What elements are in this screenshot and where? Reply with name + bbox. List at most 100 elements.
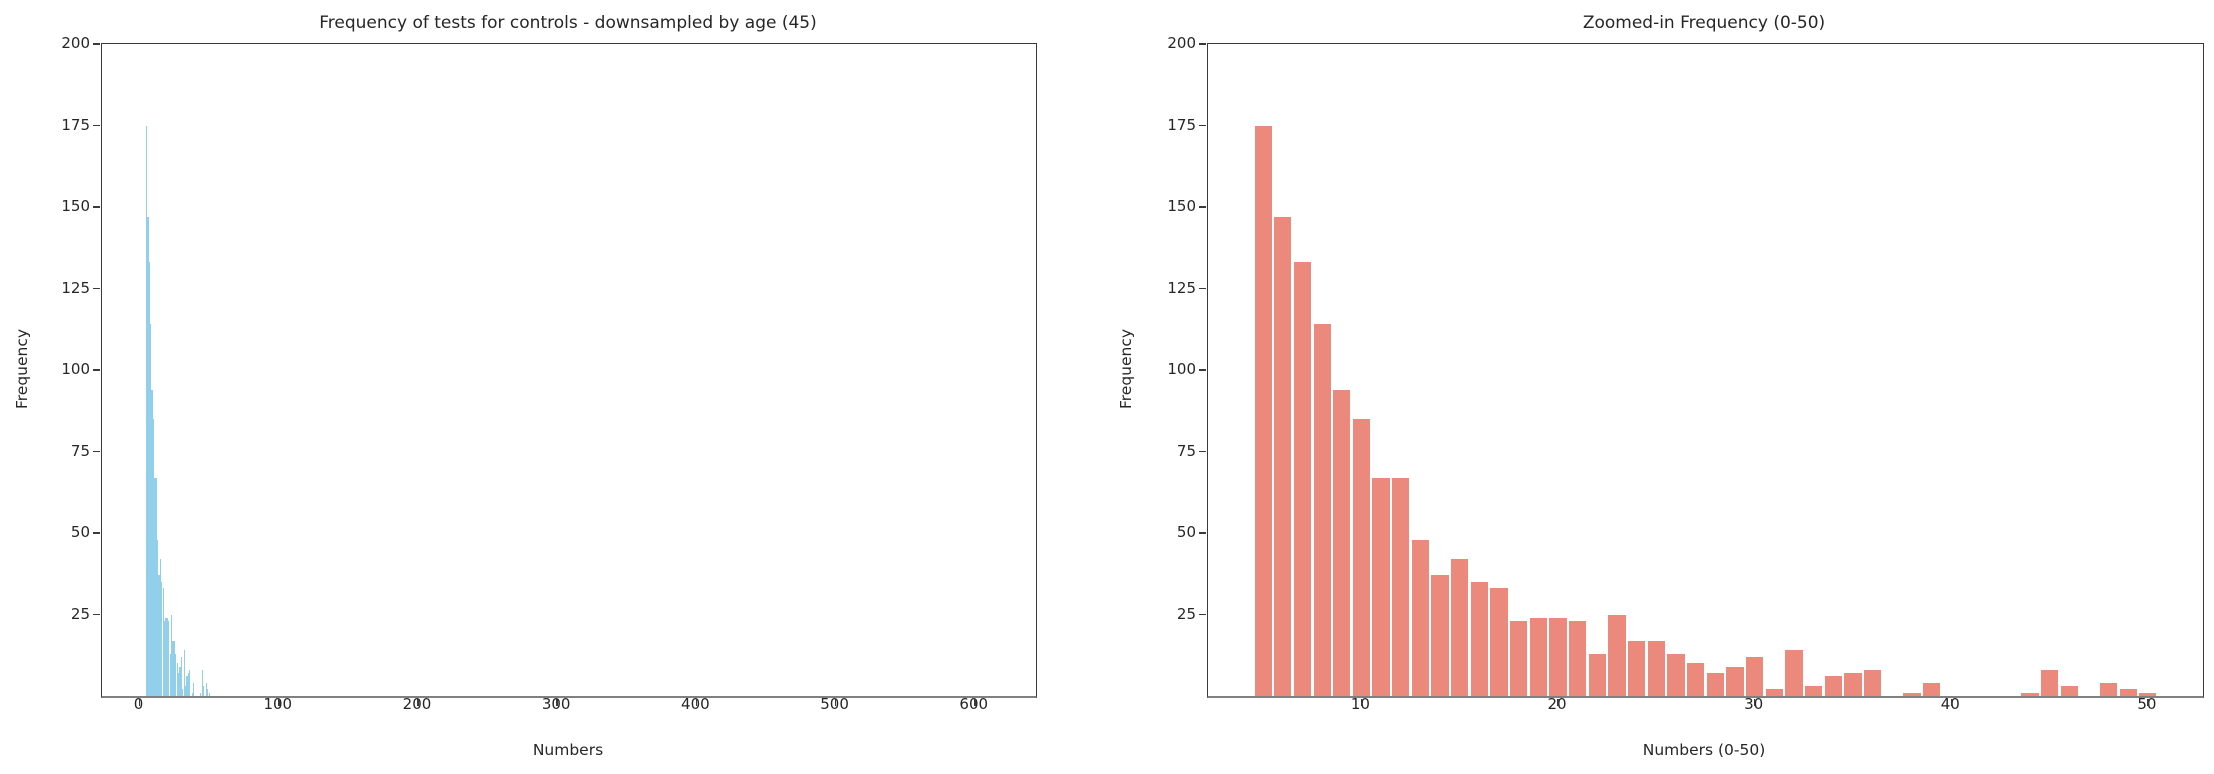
y-tick-label: 125 <box>1167 278 1196 297</box>
bar <box>173 640 175 696</box>
y-tick-mark <box>1199 369 1206 371</box>
y-tick-label: 100 <box>61 360 90 378</box>
y-axis-label: Frequency <box>13 328 31 410</box>
x-tick-mark <box>417 699 419 706</box>
bar <box>147 216 149 696</box>
bar <box>1313 324 1331 696</box>
bar <box>177 673 180 696</box>
bar <box>1903 692 1921 696</box>
x-tick-mark <box>1360 699 1363 706</box>
x-tick-label: 40 <box>1941 695 1960 713</box>
bar <box>165 617 167 696</box>
y-axis-label: Frequency <box>1117 328 1135 410</box>
y-tick-mark <box>93 43 100 45</box>
bar <box>1470 581 1488 696</box>
bar <box>1824 676 1842 696</box>
bar <box>1647 640 1665 696</box>
bar <box>1726 666 1744 696</box>
bar <box>1274 216 1292 696</box>
bar <box>1765 689 1783 696</box>
y-tick-mark <box>1199 43 1206 45</box>
bar <box>187 673 189 696</box>
y-tick-mark <box>93 450 100 453</box>
y-tick-mark <box>1199 532 1206 534</box>
bar <box>172 640 174 696</box>
bar <box>176 663 178 696</box>
bar <box>175 653 177 696</box>
x-tick-label: 0 <box>134 695 144 713</box>
y-tick-mark <box>1199 613 1206 616</box>
y-tick-mark <box>93 206 100 208</box>
y-tick-label: 150 <box>1167 197 1196 215</box>
bar <box>1667 653 1685 696</box>
x-tick-label: 400 <box>681 695 710 713</box>
bar <box>155 477 157 696</box>
bar <box>1451 559 1469 696</box>
bar <box>1411 539 1429 696</box>
y-tick-label: 175 <box>61 115 90 134</box>
bar <box>2119 689 2137 696</box>
bar <box>166 617 169 696</box>
bar <box>1431 575 1449 696</box>
x-tick-mark <box>556 699 558 706</box>
bar <box>179 666 181 696</box>
bar <box>1510 621 1528 696</box>
bar <box>1844 673 1862 696</box>
bar <box>207 689 209 696</box>
bar <box>148 262 150 696</box>
bar <box>193 682 195 696</box>
y-tick-mark <box>1199 450 1206 453</box>
bar <box>191 692 194 696</box>
bar <box>1864 669 1882 696</box>
bar <box>1333 389 1351 696</box>
x-axis-label: Numbers (0-50) <box>1642 741 1766 759</box>
bar <box>158 575 160 696</box>
x-tick-mark <box>1753 699 1756 706</box>
bar <box>2100 682 2118 696</box>
x-tick-label: 30 <box>1744 695 1763 713</box>
bar <box>1628 640 1646 696</box>
y-tick-label: 75 <box>70 441 90 460</box>
x-tick-mark <box>1557 699 1559 706</box>
y-tick-label: 25 <box>1176 604 1196 623</box>
bar <box>201 669 203 696</box>
bar <box>170 614 173 696</box>
y-tick-label: 75 <box>1176 441 1196 460</box>
y-tick-mark <box>93 613 100 616</box>
bar <box>182 689 184 696</box>
bar <box>169 653 171 696</box>
bar <box>1549 617 1567 696</box>
bar <box>183 650 185 696</box>
bar <box>151 389 153 696</box>
y-tick-label: 50 <box>70 523 90 541</box>
bar <box>205 682 208 696</box>
y-tick-mark <box>93 124 100 127</box>
x-tick-label: 20 <box>1547 695 1566 713</box>
bar <box>1490 588 1508 696</box>
bar <box>1588 653 1606 696</box>
x-tick-mark <box>834 699 837 706</box>
bar <box>208 692 210 696</box>
y-tick-label: 175 <box>1167 115 1196 134</box>
bar <box>157 539 159 696</box>
y-tick-label: 50 <box>1176 523 1196 541</box>
bar <box>164 621 166 696</box>
bar <box>202 686 205 696</box>
x-tick-label: 500 <box>820 695 849 713</box>
bar <box>1293 262 1311 696</box>
bar <box>2060 686 2078 696</box>
bar <box>154 477 156 696</box>
y-tick-mark <box>93 287 100 290</box>
x-tick-label: 200 <box>403 695 432 713</box>
bar <box>1352 418 1370 696</box>
y-tick-label: 100 <box>1167 360 1196 378</box>
bar <box>161 581 163 696</box>
x-tick-mark <box>695 699 698 706</box>
bar <box>200 692 202 696</box>
bar <box>1923 682 1941 696</box>
y-tick-label: 150 <box>61 197 90 215</box>
x-tick-mark <box>2147 699 2149 706</box>
y-tick-label: 200 <box>1167 34 1196 52</box>
x-tick-label: 10 <box>1351 695 1370 713</box>
bar <box>2021 692 2039 696</box>
